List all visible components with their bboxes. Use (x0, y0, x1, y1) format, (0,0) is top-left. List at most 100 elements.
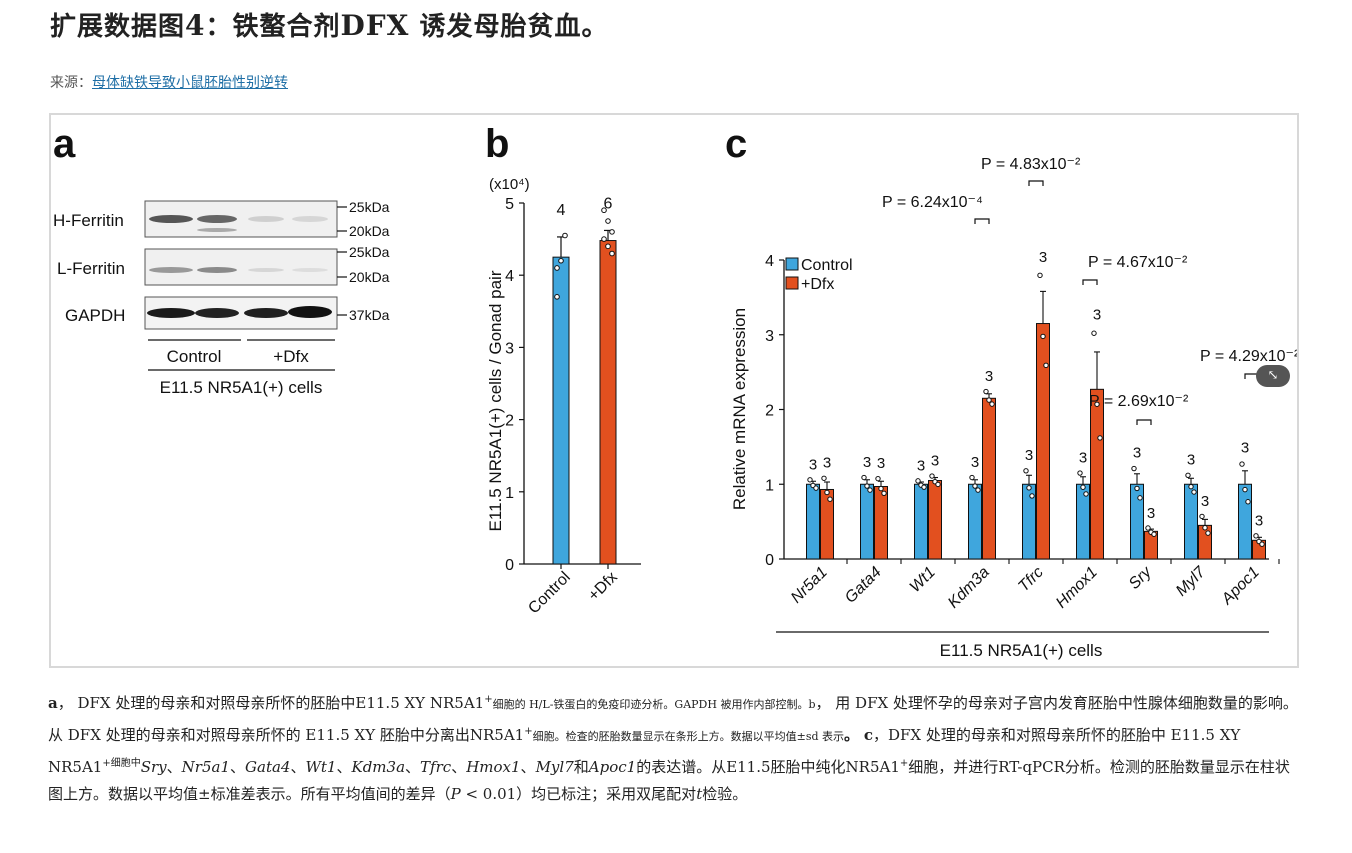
b-ylabel: E11.5 NR5A1(+) cells / Gonad pair (486, 270, 505, 531)
c-point (1191, 489, 1197, 495)
c-xtick-label: Apoc1 (1218, 564, 1263, 609)
b-point (605, 218, 611, 224)
panel-b-letter: b (485, 122, 509, 166)
c-point (864, 483, 870, 489)
b-ytick-label: 4 (505, 268, 514, 285)
b-xtick-label: +Dfx (585, 569, 621, 605)
c-xtick-label: Tfrc (1015, 564, 1046, 595)
c-point (1029, 493, 1035, 499)
p-bracket (974, 218, 990, 224)
p-value-label: P = 4.83x10⁻² (981, 156, 1081, 173)
panel-c-letter: c (725, 122, 747, 166)
c-point (989, 401, 995, 407)
blot-l-ferritin (144, 248, 338, 286)
c-point (1083, 491, 1089, 497)
c-point (969, 474, 975, 481)
c-point (935, 481, 941, 488)
blot-h-ferritin (144, 200, 338, 238)
c-ytick-label: 1 (765, 477, 774, 494)
source-line: 来源：母体缺铁导致小鼠胚胎性别逆转 (50, 72, 288, 92)
c-point (861, 474, 867, 481)
c-ytick-label: 0 (765, 552, 774, 569)
marker-25kda: 25kDa (349, 199, 390, 215)
c-bar (860, 483, 874, 560)
c-n-label: 3 (1187, 452, 1195, 469)
c-bar (982, 397, 996, 560)
c-bar (874, 485, 888, 560)
c-point (1026, 485, 1032, 491)
expand-button[interactable]: ⤡ (1256, 365, 1290, 387)
c-xtick-label: Sry (1126, 563, 1156, 593)
legend-swatch-dfx (785, 276, 799, 290)
c-point (821, 475, 827, 481)
c-point (1199, 513, 1205, 520)
c-point (875, 475, 881, 482)
panel-a-letter: a (53, 122, 76, 166)
c-ylabel: Relative mRNA expression (730, 308, 749, 510)
blot-label-gapdh: GAPDH (65, 306, 125, 325)
c-bar (1130, 483, 1144, 560)
p-bracket (1082, 279, 1098, 285)
c-point (1242, 486, 1248, 493)
c-ytick-label: 2 (765, 403, 774, 420)
b-ytick-label: 2 (505, 413, 514, 430)
c-point (1080, 484, 1086, 490)
c-point (1145, 525, 1151, 531)
c-bar (1036, 323, 1050, 560)
p-value-label: P = 6.24x10⁻⁴ (882, 194, 983, 211)
c-n-label: 3 (1025, 447, 1033, 464)
cells-label: E11.5 NR5A1(+) cells (160, 378, 323, 397)
c-point (972, 483, 978, 489)
c-point (1259, 541, 1265, 547)
b-point (601, 207, 607, 214)
p-bracket (1136, 419, 1152, 425)
p-bracket (1028, 180, 1044, 186)
c-point (1037, 272, 1043, 279)
c-point (813, 485, 819, 491)
c-bar (968, 483, 982, 560)
b-point (601, 236, 607, 242)
b-point (562, 232, 568, 239)
c-point (986, 397, 992, 403)
c-n-label: 3 (985, 368, 993, 385)
c-point (1245, 499, 1251, 505)
c-n-label: 3 (1201, 493, 1209, 510)
blot-label-l-ferritin: L-Ferritin (57, 259, 125, 278)
c-point (1040, 333, 1046, 340)
c-point (1077, 470, 1083, 476)
caption-a-letter: a (48, 694, 58, 712)
b-ytick-label: 5 (505, 196, 514, 213)
c-point (824, 489, 830, 496)
c-point (1094, 401, 1100, 407)
c-n-label: 3 (917, 458, 925, 475)
blot-gapdh (144, 296, 338, 330)
b-point (605, 243, 611, 250)
c-n-label: 3 (1241, 440, 1249, 457)
b-point (558, 257, 564, 264)
panel-c: c Relative mRNA expression 0 1 2 3 4 Control +… (725, 122, 1297, 660)
c-n-label: 3 (863, 454, 871, 471)
figure-caption: a， DFX 处理的母亲和对照母亲所怀的胚胎中E11.5 XY NR5A1+细胞… (48, 694, 1298, 803)
b-chart: 0 1 2 3 4 5 4 Control 6 +Dfx (505, 195, 641, 617)
c-point (921, 484, 927, 490)
figure-box[interactable]: a H-Ferritin L-Ferritin GAPDH (49, 113, 1299, 668)
c-n-label: 3 (809, 456, 817, 473)
b-ytick-label: 1 (505, 485, 514, 502)
c-point (1023, 468, 1029, 474)
c-bar (1184, 483, 1198, 560)
c-n-label: 3 (1093, 307, 1101, 324)
c-point (1239, 461, 1245, 467)
c-bar (1090, 388, 1104, 560)
c-xtick-label: Gata4 (842, 564, 885, 607)
b-n-label: 6 (604, 195, 613, 212)
c-point (915, 478, 921, 484)
p-value-label: P = 4.29x10⁻² (1200, 348, 1297, 365)
source-link[interactable]: 母体缺铁导致小鼠胚胎性别逆转 (92, 75, 288, 91)
marker-20kda: 20kDa (349, 223, 390, 239)
page-title: 扩展数据图4：铁螯合剂DFX 诱发母胎贫血。 (50, 9, 609, 42)
marker-25kda: 25kDa (349, 244, 390, 260)
c-bar (806, 483, 820, 560)
c-point (975, 487, 981, 493)
expand-arrows-icon: ⤡ (1267, 368, 1279, 383)
source-prefix: 来源： (50, 75, 92, 91)
